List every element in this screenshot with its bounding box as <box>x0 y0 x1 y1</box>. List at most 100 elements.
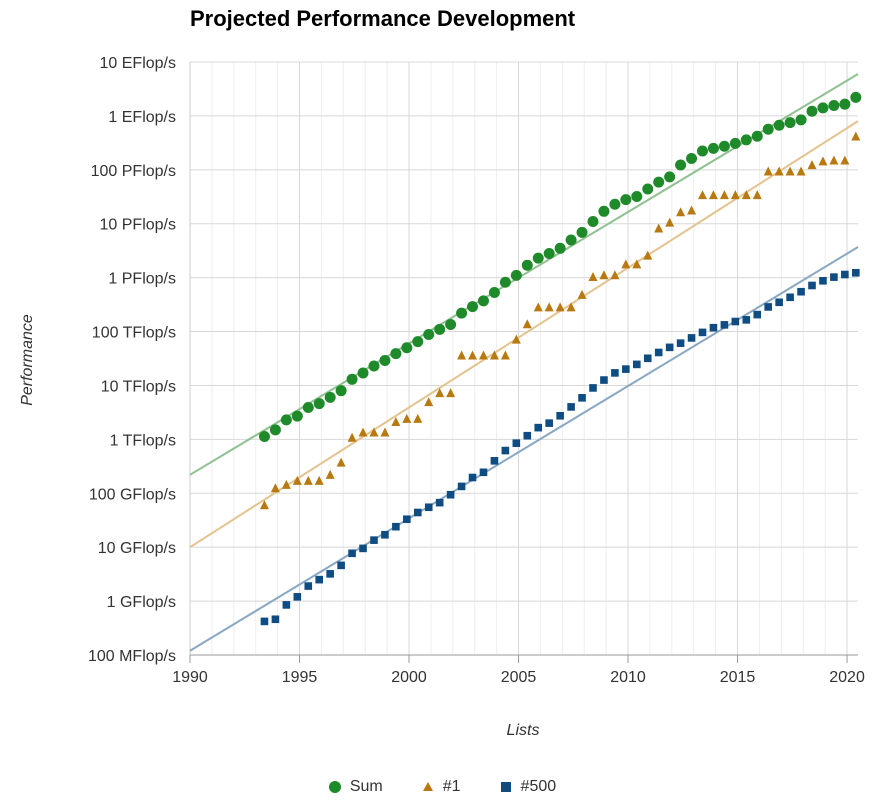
data-point-sum <box>565 234 577 246</box>
x-tick-label: 2015 <box>720 669 756 686</box>
data-point-number-500 <box>611 369 619 377</box>
data-point-number-one <box>325 469 335 479</box>
data-point-sum <box>762 123 774 135</box>
data-point-number-500 <box>578 394 586 402</box>
data-point-number-one <box>665 217 675 227</box>
data-point-number-500 <box>709 323 718 332</box>
data-point-number-one <box>259 500 269 510</box>
data-point-number-500 <box>665 343 674 352</box>
data-point-number-500 <box>326 570 334 578</box>
legend-square-marker <box>500 782 511 792</box>
data-point-number-one <box>457 350 467 360</box>
data-point-sum <box>620 194 632 206</box>
data-point-number-500 <box>698 328 707 337</box>
y-tick-label: 1 TFlop/s <box>110 432 176 449</box>
data-point-sum <box>587 215 599 227</box>
data-point-number-one <box>446 388 456 398</box>
x-tick-label: 2005 <box>501 669 537 686</box>
data-point-number-one <box>380 427 390 437</box>
data-point-number-500 <box>852 268 860 277</box>
data-point-number-500 <box>687 334 696 342</box>
data-point-number-one <box>336 457 346 467</box>
data-point-sum <box>401 342 413 354</box>
data-point-number-500 <box>348 549 356 558</box>
legend-label-sum: Sum <box>349 778 383 795</box>
data-point-sum <box>664 171 676 183</box>
data-point-number-one <box>752 190 762 200</box>
legend-item-number-500[interactable]: #500 <box>499 778 556 796</box>
y-tick-label: 100 GFlop/s <box>89 486 176 503</box>
data-point-number-one <box>314 475 324 485</box>
data-point-number-one <box>588 272 598 282</box>
data-point-sum <box>456 307 468 319</box>
data-point-sum <box>795 114 807 126</box>
data-point-sum <box>346 373 358 385</box>
data-point-number-one <box>522 319 532 329</box>
data-point-sum <box>258 431 270 443</box>
data-point-sum <box>291 410 303 422</box>
data-point-number-one <box>829 155 839 165</box>
y-tick-label: 1 EFlop/s <box>108 109 176 126</box>
data-point-number-one <box>555 302 565 312</box>
data-point-sum <box>313 398 325 410</box>
data-point-number-500 <box>742 316 751 324</box>
data-point-sum <box>521 259 533 271</box>
x-tick-label: 1990 <box>172 669 208 686</box>
data-point-number-500 <box>720 321 729 329</box>
data-point-number-one <box>435 388 445 398</box>
trendline-square <box>189 246 859 652</box>
data-point-number-one <box>544 302 554 312</box>
data-point-sum <box>302 401 314 413</box>
data-point-number-one <box>632 259 642 269</box>
data-point-sum <box>324 391 336 403</box>
data-point-number-one <box>347 432 357 442</box>
data-point-number-one <box>654 223 664 233</box>
legend-item-sum[interactable]: Sum <box>328 778 383 796</box>
data-point-number-500 <box>753 310 762 319</box>
chart-title: Projected Performance Development <box>190 6 576 31</box>
y-tick-label: 100 MFlop/s <box>88 648 176 665</box>
data-point-number-500 <box>293 593 302 601</box>
x-tick-label: 2020 <box>829 669 865 686</box>
data-point-number-one <box>851 131 861 141</box>
data-point-number-one <box>358 427 368 437</box>
data-point-number-one <box>533 302 543 312</box>
data-point-sum <box>686 153 698 165</box>
data-point-number-one <box>468 350 478 360</box>
data-point-sum <box>510 269 522 281</box>
data-point-number-500 <box>304 582 313 590</box>
data-point-sum <box>357 367 369 379</box>
data-point-number-500 <box>764 303 773 311</box>
data-point-number-500 <box>337 561 345 570</box>
data-point-sum <box>543 248 555 260</box>
data-point-sum <box>707 142 719 154</box>
data-point-sum <box>729 137 741 149</box>
y-tick-label: 100 TFlop/s <box>92 325 176 342</box>
data-point-number-500 <box>600 376 608 384</box>
data-point-number-one <box>621 259 631 269</box>
data-point-sum <box>850 91 862 103</box>
data-point-number-500 <box>676 339 685 347</box>
data-point-number-one <box>840 155 850 165</box>
data-point-sum <box>532 252 544 264</box>
data-point-number-500 <box>271 615 280 624</box>
data-point-sum <box>751 130 763 142</box>
data-point-sum <box>609 198 621 210</box>
data-point-number-500 <box>556 411 564 420</box>
data-point-sum <box>773 119 785 131</box>
data-point-number-500 <box>490 457 499 465</box>
data-point-number-one <box>676 207 686 217</box>
legend-item-number-one[interactable]: #1 <box>421 778 461 796</box>
data-point-number-one <box>719 190 729 200</box>
data-point-number-500 <box>731 317 740 326</box>
data-point-number-one <box>577 289 587 299</box>
y-tick-label: 1 GFlop/s <box>107 594 176 611</box>
y-tick-label: 10 GFlop/s <box>98 540 176 557</box>
data-point-number-one <box>730 190 740 200</box>
trendline-triangle <box>189 120 859 549</box>
data-point-sum <box>379 355 391 367</box>
data-point-number-500 <box>654 348 663 357</box>
data-point-number-one <box>796 166 806 176</box>
data-point-number-one <box>785 166 795 176</box>
data-point-number-one <box>687 205 697 215</box>
